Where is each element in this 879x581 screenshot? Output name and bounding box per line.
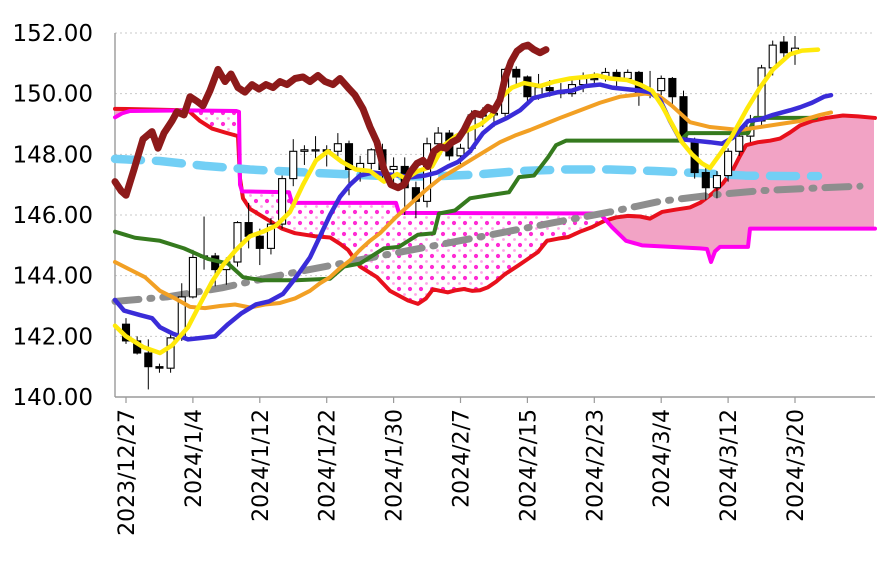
candle-body (255, 235, 264, 249)
y-axis-label: 144.00 (13, 264, 93, 290)
candle-body (289, 150, 298, 180)
candle-body (590, 77, 599, 81)
candle-body (757, 67, 766, 122)
candle-body (668, 77, 677, 98)
x-axis-label: 2024/2/7 (450, 409, 475, 508)
x-axis-label: 2024/2/23 (583, 409, 608, 522)
x-axis-label: 2024/3/20 (784, 409, 809, 522)
y-axis-label: 142.00 (13, 324, 93, 350)
candle-body (367, 149, 376, 164)
candle-body (311, 149, 320, 152)
x-axis-label: 2023/12/27 (115, 409, 140, 536)
y-axis-label: 146.00 (13, 203, 93, 229)
series-kijun-green (113, 115, 818, 283)
series-slow-ma-orange (113, 91, 833, 311)
x-axis-label: 2024/2/15 (516, 409, 541, 522)
candle-body (266, 223, 276, 249)
candle-body (512, 68, 521, 78)
x-axis-label: 2024/1/22 (316, 409, 341, 522)
candle-body (333, 143, 342, 152)
cloud-bearish-region (188, 110, 241, 187)
series-lagging-span-maroon (111, 41, 550, 199)
axis-labels-layer: 152.00 150.00 148.00 146.00 144.00 142.00 140.… (13, 21, 809, 536)
candle-body (456, 147, 465, 157)
x-axis-label: 2024/1/4 (182, 409, 207, 508)
candle-body (389, 165, 398, 171)
y-axis-label: 150.00 (13, 82, 93, 108)
series-senkou-span-b-magenta (113, 108, 877, 265)
series-senkou-span-a-red (113, 106, 877, 306)
candle-body (233, 222, 242, 263)
candle-body (701, 171, 710, 189)
candle-body (188, 256, 197, 298)
candle-body (657, 77, 666, 92)
candle-body (623, 71, 632, 80)
x-axis-label: 2024/1/12 (249, 409, 274, 522)
x-axis-label: 2024/3/4 (650, 409, 675, 508)
candle-body (155, 366, 164, 369)
candle-body (144, 352, 153, 368)
candle-body (724, 150, 733, 177)
x-axis-label: 2024/3/12 (717, 409, 742, 522)
y-axis-label: 140.00 (13, 385, 93, 411)
candle-body (278, 178, 287, 225)
series-mid-ma-blue (112, 82, 834, 342)
cloud-layer (115, 108, 874, 304)
y-axis-label: 148.00 (13, 142, 93, 168)
candle-body (523, 76, 532, 98)
candle-body (434, 132, 443, 145)
x-axis-label: 2024/1/30 (383, 409, 408, 522)
series-trend-gray-dashdot (111, 182, 864, 305)
candle-body (300, 149, 309, 152)
candle-body (735, 135, 744, 152)
series-long-ma-lightblue-dashed (110, 154, 823, 181)
candle-body (779, 41, 788, 54)
overlay-series-layer (111, 41, 834, 356)
candle-body (166, 337, 175, 369)
y-axis-label: 152.00 (13, 21, 93, 47)
series-fast-ma-yellow (112, 47, 821, 356)
candle-body (712, 175, 722, 189)
background-series-layer (110, 106, 877, 306)
cloud-bullish-region (607, 115, 874, 261)
candle-body (545, 87, 554, 92)
candle-body (344, 143, 354, 171)
